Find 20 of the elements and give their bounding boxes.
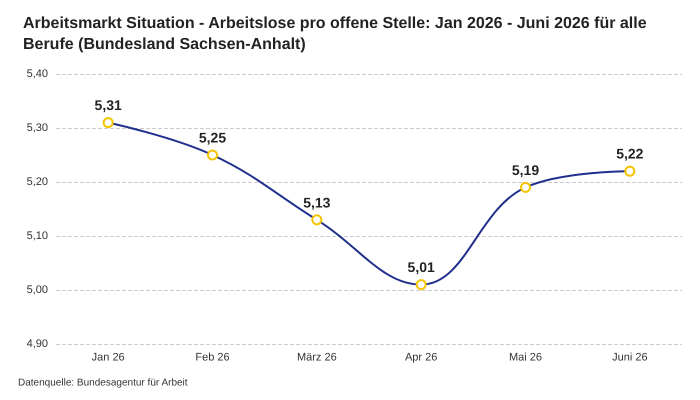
data-label: 5,13 xyxy=(303,194,331,210)
x-tick-label: Juni 26 xyxy=(612,352,648,364)
x-tick-label: Apr 26 xyxy=(404,352,438,364)
y-tick-label: 5,00 xyxy=(26,284,48,296)
y-tick-label: 5,40 xyxy=(26,68,48,80)
chart-title: Arbeitsmarkt Situation - Arbeitslose pro offene Stelle: Jan 2026 - Juni 2026 für alle Berufe (Bundesland Sachsen-Anhalt) xyxy=(23,15,652,53)
y-tick-label: 4,90 xyxy=(26,338,48,350)
x-tick-label: März 26 xyxy=(296,352,337,364)
y-tick-label: 5,30 xyxy=(26,122,48,134)
data-label: 5,22 xyxy=(616,146,644,162)
text: Datenquelle: Bundesagentur für Arbeit xyxy=(18,378,188,388)
data-label: 5,19 xyxy=(512,162,540,178)
x-tick-label: Feb 26 xyxy=(195,352,230,364)
x-tick-label: Mai 26 xyxy=(508,352,542,364)
y-tick-label: 5,10 xyxy=(26,230,48,242)
data-label: 5,01 xyxy=(408,259,436,276)
x-tick-label: Jan 26 xyxy=(92,352,125,364)
y-tick-label: 5,20 xyxy=(26,176,48,188)
data-label: 5,25 xyxy=(198,130,226,146)
data-label: 5,31 xyxy=(94,97,122,114)
